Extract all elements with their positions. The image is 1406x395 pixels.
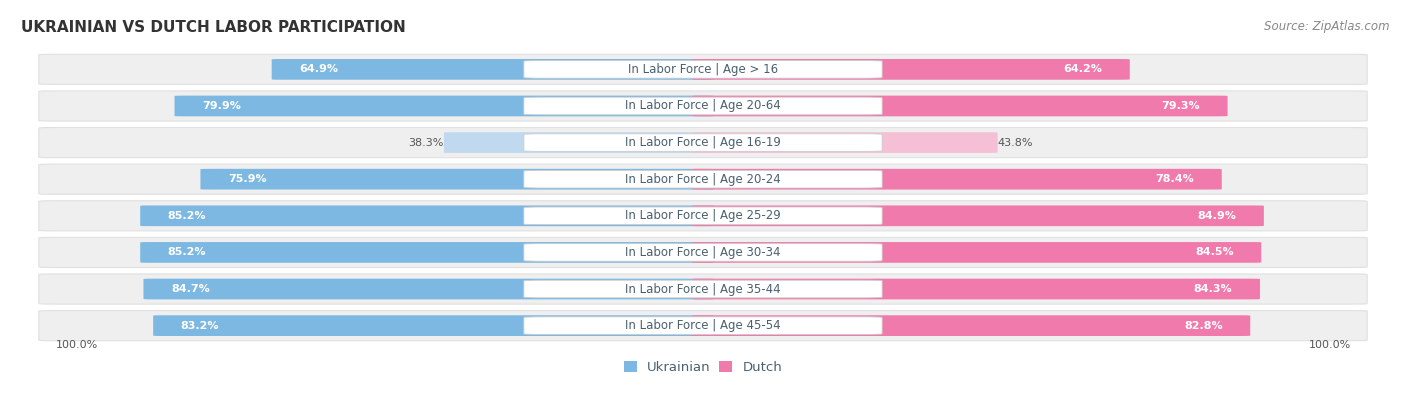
Text: 84.3%: 84.3% [1194, 284, 1233, 294]
Text: In Labor Force | Age 16-19: In Labor Force | Age 16-19 [626, 136, 780, 149]
Text: In Labor Force | Age 25-29: In Labor Force | Age 25-29 [626, 209, 780, 222]
Text: 43.8%: 43.8% [998, 137, 1033, 148]
FancyBboxPatch shape [201, 169, 714, 190]
Text: In Labor Force | Age 45-54: In Labor Force | Age 45-54 [626, 319, 780, 332]
FancyBboxPatch shape [444, 132, 714, 153]
Text: 100.0%: 100.0% [55, 340, 97, 350]
FancyBboxPatch shape [692, 169, 1222, 190]
Text: In Labor Force | Age 35-44: In Labor Force | Age 35-44 [626, 282, 780, 295]
FancyBboxPatch shape [39, 54, 1367, 85]
FancyBboxPatch shape [39, 91, 1367, 121]
FancyBboxPatch shape [524, 60, 882, 78]
FancyBboxPatch shape [153, 315, 714, 336]
Legend: Ukrainian, Dutch: Ukrainian, Dutch [624, 361, 782, 374]
Text: 78.4%: 78.4% [1156, 174, 1194, 184]
Text: 64.2%: 64.2% [1063, 64, 1102, 74]
Text: In Labor Force | Age > 16: In Labor Force | Age > 16 [628, 63, 778, 76]
FancyBboxPatch shape [524, 317, 882, 335]
FancyBboxPatch shape [39, 201, 1367, 231]
FancyBboxPatch shape [39, 164, 1367, 194]
Text: 75.9%: 75.9% [228, 174, 267, 184]
FancyBboxPatch shape [692, 205, 1264, 226]
Text: 100.0%: 100.0% [1309, 340, 1351, 350]
FancyBboxPatch shape [39, 237, 1367, 267]
FancyBboxPatch shape [271, 59, 714, 80]
Text: 83.2%: 83.2% [181, 321, 219, 331]
Text: In Labor Force | Age 20-24: In Labor Force | Age 20-24 [626, 173, 780, 186]
Text: 84.5%: 84.5% [1195, 247, 1233, 258]
Text: UKRAINIAN VS DUTCH LABOR PARTICIPATION: UKRAINIAN VS DUTCH LABOR PARTICIPATION [21, 20, 406, 35]
FancyBboxPatch shape [39, 310, 1367, 341]
Text: 64.9%: 64.9% [299, 64, 339, 74]
Text: 38.3%: 38.3% [409, 137, 444, 148]
Text: Source: ZipAtlas.com: Source: ZipAtlas.com [1264, 20, 1389, 33]
FancyBboxPatch shape [692, 278, 1260, 299]
Text: In Labor Force | Age 30-34: In Labor Force | Age 30-34 [626, 246, 780, 259]
Text: In Labor Force | Age 20-64: In Labor Force | Age 20-64 [626, 100, 780, 113]
FancyBboxPatch shape [692, 59, 1130, 80]
FancyBboxPatch shape [524, 134, 882, 151]
FancyBboxPatch shape [143, 278, 714, 299]
FancyBboxPatch shape [524, 170, 882, 188]
FancyBboxPatch shape [141, 205, 714, 226]
Text: 82.8%: 82.8% [1184, 321, 1223, 331]
FancyBboxPatch shape [524, 244, 882, 261]
Text: 85.2%: 85.2% [167, 211, 207, 221]
FancyBboxPatch shape [692, 242, 1261, 263]
FancyBboxPatch shape [174, 96, 714, 117]
Text: 79.3%: 79.3% [1161, 101, 1199, 111]
FancyBboxPatch shape [524, 280, 882, 298]
Text: 84.7%: 84.7% [172, 284, 209, 294]
FancyBboxPatch shape [39, 274, 1367, 304]
FancyBboxPatch shape [39, 128, 1367, 158]
FancyBboxPatch shape [692, 96, 1227, 117]
FancyBboxPatch shape [692, 315, 1250, 336]
FancyBboxPatch shape [524, 97, 882, 115]
Text: 79.9%: 79.9% [202, 101, 240, 111]
Text: 85.2%: 85.2% [167, 247, 207, 258]
FancyBboxPatch shape [524, 207, 882, 225]
FancyBboxPatch shape [692, 132, 998, 153]
FancyBboxPatch shape [141, 242, 714, 263]
Text: 84.9%: 84.9% [1198, 211, 1236, 221]
